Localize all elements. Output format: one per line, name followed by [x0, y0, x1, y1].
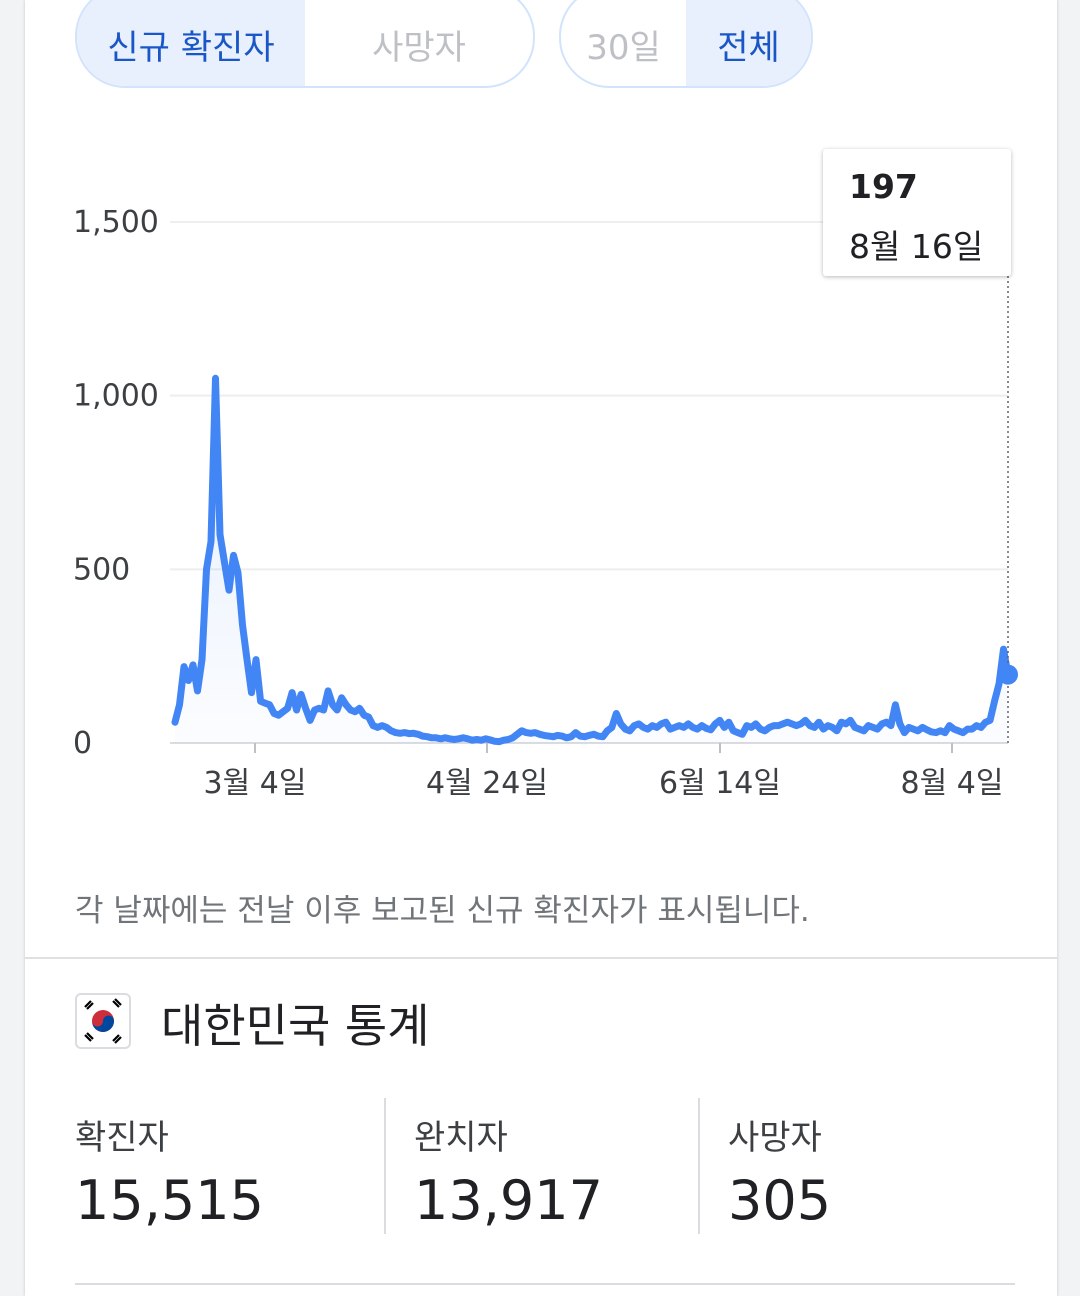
y-tick-label: 500 [73, 552, 130, 587]
stat-label: 확진자 [75, 1118, 169, 1158]
range-toggle: 30일 전체 [559, 0, 813, 88]
covid-stats-card: 신규 확진자 사망자 30일 전체 1,500 1,000 500 0 3월 4일 4월… [25, 0, 1057, 1296]
series-area [175, 378, 1008, 743]
stat-confirmed: 확진자 15,515 [75, 1110, 264, 1232]
y-tick-label: 1,000 [73, 379, 159, 414]
stat-value: 15,515 [75, 1169, 264, 1232]
stat-value: 305 [728, 1169, 832, 1232]
tab-deaths[interactable]: 사망자 [372, 27, 466, 68]
highlighted-point [998, 664, 1018, 685]
bottom-divider [75, 1283, 1015, 1285]
y-tick-label: 1,500 [73, 205, 159, 240]
stat-label: 완치자 [414, 1118, 508, 1158]
x-axis-labels: 3월 4일 4월 24일 6월 14일 8월 4일 [204, 766, 1004, 801]
stat-label: 사망자 [728, 1118, 822, 1158]
stat-deaths: 사망자 305 [728, 1110, 831, 1232]
cases-line-chart[interactable]: 1,500 1,000 500 0 3월 4일 4월 24일 6월 14일 8월 4일 [25, 140, 1057, 820]
x-tick-label: 4월 24일 [426, 766, 548, 801]
series-points [998, 664, 1018, 685]
x-tick-label: 6월 14일 [659, 766, 781, 801]
x-tick-label: 8월 4일 [901, 766, 1004, 801]
x-axis-ticks [254, 743, 953, 753]
series-line [171, 374, 1012, 746]
divider [25, 957, 1057, 959]
section-title: 대한민국 통계 [161, 999, 430, 1053]
stat-recovered: 완치자 13,917 [414, 1110, 603, 1232]
chart-footnote: 각 날짜에는 전날 이후 보고된 신규 확진자가 표시됩니다. [75, 893, 810, 929]
x-tick-label: 3월 4일 [204, 766, 307, 801]
y-axis-labels: 1,500 1,000 500 0 [73, 205, 159, 761]
korea-flag-icon [75, 993, 131, 1049]
tab-new-cases[interactable]: 신규 확진자 [77, 0, 305, 86]
tooltip-date: 8월 16일 [849, 227, 984, 266]
metric-toggle: 신규 확진자 사망자 [75, 0, 535, 88]
stat-separator [698, 1098, 700, 1234]
chart-tooltip: 197 8월 16일 [823, 149, 1011, 276]
tab-all-time[interactable]: 전체 [686, 0, 811, 86]
stat-separator [384, 1098, 386, 1234]
tooltip-value: 197 [849, 167, 918, 206]
tab-30-days[interactable]: 30일 [586, 27, 661, 68]
y-gridlines [170, 221, 1008, 744]
y-tick-label: 0 [73, 726, 92, 761]
stat-value: 13,917 [414, 1169, 603, 1232]
